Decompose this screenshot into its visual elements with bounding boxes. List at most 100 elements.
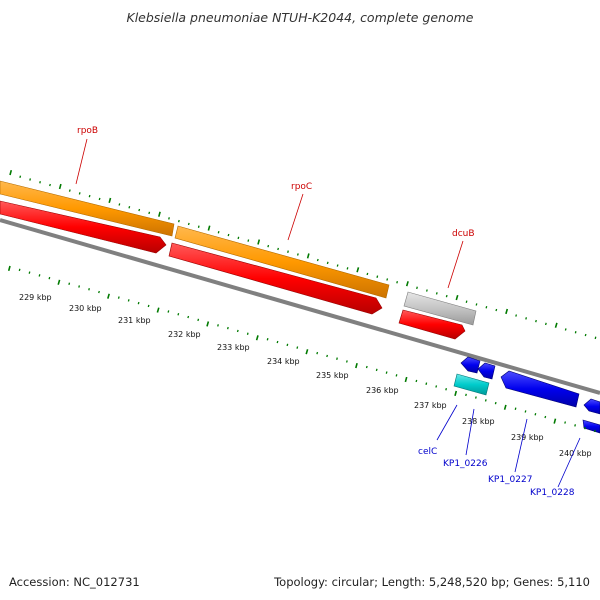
inner-ring-tick xyxy=(206,321,210,327)
inner-ring-tick xyxy=(395,374,398,377)
ruler-label-232: 232 kbp xyxy=(168,330,201,339)
inner-ring-tick xyxy=(156,307,160,313)
kbp-ruler: 229 kbp 230 kbp 231 kbp 232 kbp 233 kbp … xyxy=(19,293,592,458)
leader-line-kp1-0228 xyxy=(557,437,581,488)
inner-ring-tick xyxy=(484,399,487,402)
outer-ring-tick xyxy=(445,294,448,298)
gene-label-kp1-0226[interactable]: KP1_0226 xyxy=(443,459,488,469)
outer-ring-tick xyxy=(227,233,230,237)
cds-arrow-kp1-0226-a[interactable] xyxy=(460,356,481,374)
inner-ring-tick xyxy=(217,324,219,327)
ruler-label-238: 238 kbp xyxy=(462,417,495,426)
forward-gene-labels xyxy=(75,138,464,289)
outer-ring-tick xyxy=(217,231,220,234)
inner-ring-tick xyxy=(147,304,150,308)
outer-ring-tick xyxy=(584,333,587,337)
outer-ring-tick xyxy=(98,197,101,201)
inner-ring-tick xyxy=(7,265,11,272)
cds-arrow-dcub[interactable] xyxy=(398,309,466,340)
inner-ring-tick xyxy=(98,290,100,294)
inner-ring-tick xyxy=(28,271,31,274)
cds-arrow-rpoc[interactable] xyxy=(168,242,383,315)
inner-ring-tick xyxy=(326,354,329,358)
inner-ring-tick xyxy=(454,390,458,397)
cds-arrow-kp1-0229[interactable] xyxy=(582,419,600,434)
ruler-label-230: 230 kbp xyxy=(69,304,102,313)
outer-ring-tick xyxy=(574,331,577,334)
inner-ring-tick xyxy=(117,296,120,299)
inner-ring-tick xyxy=(385,371,388,374)
ruler-label-240: 240 kbp xyxy=(559,449,592,458)
misc-feature-celc[interactable] xyxy=(453,373,490,396)
inner-ring-tick xyxy=(503,404,507,410)
outer-ring-tick xyxy=(564,328,567,331)
leader-line-kp1-0226 xyxy=(465,408,475,456)
inner-ring-tick xyxy=(574,424,577,427)
gene-label-dcub[interactable]: dcuB xyxy=(452,229,475,239)
outer-ring-tick xyxy=(535,319,537,323)
inner-ring-tick xyxy=(415,379,418,383)
ruler-label-235: 235 kbp xyxy=(316,371,349,380)
inner-ring-tick xyxy=(336,357,338,360)
outer-ring-tick xyxy=(187,222,190,226)
inner-ring-tick xyxy=(534,413,537,416)
outer-ring-tick xyxy=(396,281,399,284)
cds-arrow-rpob[interactable] xyxy=(0,200,167,254)
gene-label-rpob[interactable]: rpoB xyxy=(77,126,98,136)
leader-line-kp1-0227 xyxy=(514,418,528,473)
reverse-cds-track xyxy=(460,356,600,434)
gene-label-rpoc[interactable]: rpoC xyxy=(291,182,312,192)
inner-ring-tick xyxy=(48,276,51,280)
outer-ring-tick xyxy=(267,244,270,248)
inner-ring-tick xyxy=(127,299,130,302)
cog-feature-rpob[interactable] xyxy=(0,180,175,237)
inner-ring-tick xyxy=(137,301,140,305)
outer-ring-tick xyxy=(336,264,339,267)
cds-arrow-kp1-0226-b[interactable] xyxy=(477,362,496,380)
forward-cds-track xyxy=(0,200,466,340)
cds-arrow-kp1-0228[interactable] xyxy=(583,398,600,415)
cog-feature-rpoc[interactable] xyxy=(174,225,390,299)
outer-ring-tick xyxy=(356,267,360,273)
outer-ring-tick xyxy=(594,336,597,340)
misc-feature-track xyxy=(453,373,490,396)
inner-ring-tick xyxy=(445,388,448,391)
outer-ring-tick xyxy=(49,183,51,187)
outer-ring-tick xyxy=(29,178,32,181)
outer-ring-tick xyxy=(158,211,161,217)
outer-ring-tick xyxy=(78,192,81,195)
leader-line-rpoc xyxy=(287,193,304,241)
outer-tick-ring xyxy=(9,169,597,340)
gene-label-celc[interactable]: celC xyxy=(418,447,437,457)
outer-ring-tick xyxy=(108,197,112,204)
inner-ring-tick xyxy=(564,421,567,424)
inner-ring-tick xyxy=(167,310,170,313)
leader-line-rpob xyxy=(75,138,88,185)
outer-ring-tick xyxy=(58,183,62,190)
outer-ring-tick xyxy=(495,308,498,312)
gene-label-kp1-0227[interactable]: KP1_0227 xyxy=(488,475,532,485)
outer-ring-tick xyxy=(416,286,418,290)
ruler-label-234: 234 kbp xyxy=(267,357,300,366)
outer-ring-tick xyxy=(207,225,211,231)
outer-ring-tick xyxy=(148,211,151,215)
outer-ring-tick xyxy=(366,272,369,276)
inner-ring-tick xyxy=(514,407,517,410)
accession-text: Accession: NC_012731 xyxy=(9,575,140,589)
outer-ring-tick xyxy=(197,225,200,228)
genome-summary-text: Topology: circular; Length: 5,248,520 bp… xyxy=(273,575,590,589)
ruler-label-239: 239 kbp xyxy=(511,433,544,442)
outer-ring-tick xyxy=(247,239,250,242)
gene-label-kp1-0228[interactable]: KP1_0228 xyxy=(530,488,575,498)
outer-ring-tick xyxy=(296,253,299,256)
outer-ring-tick xyxy=(485,306,488,309)
rna-feature-dcub-region[interactable] xyxy=(403,291,477,326)
inner-ring-tick xyxy=(345,360,348,363)
inner-ring-tick xyxy=(18,268,21,272)
outer-ring-tick xyxy=(306,253,310,259)
outer-ring-tick xyxy=(386,278,389,281)
map-title: Klebsiella pneumoniae NTUH-K2044, comple… xyxy=(127,10,474,25)
cds-arrow-kp1-0227[interactable] xyxy=(500,370,580,408)
ruler-label-237: 237 kbp xyxy=(414,401,447,410)
